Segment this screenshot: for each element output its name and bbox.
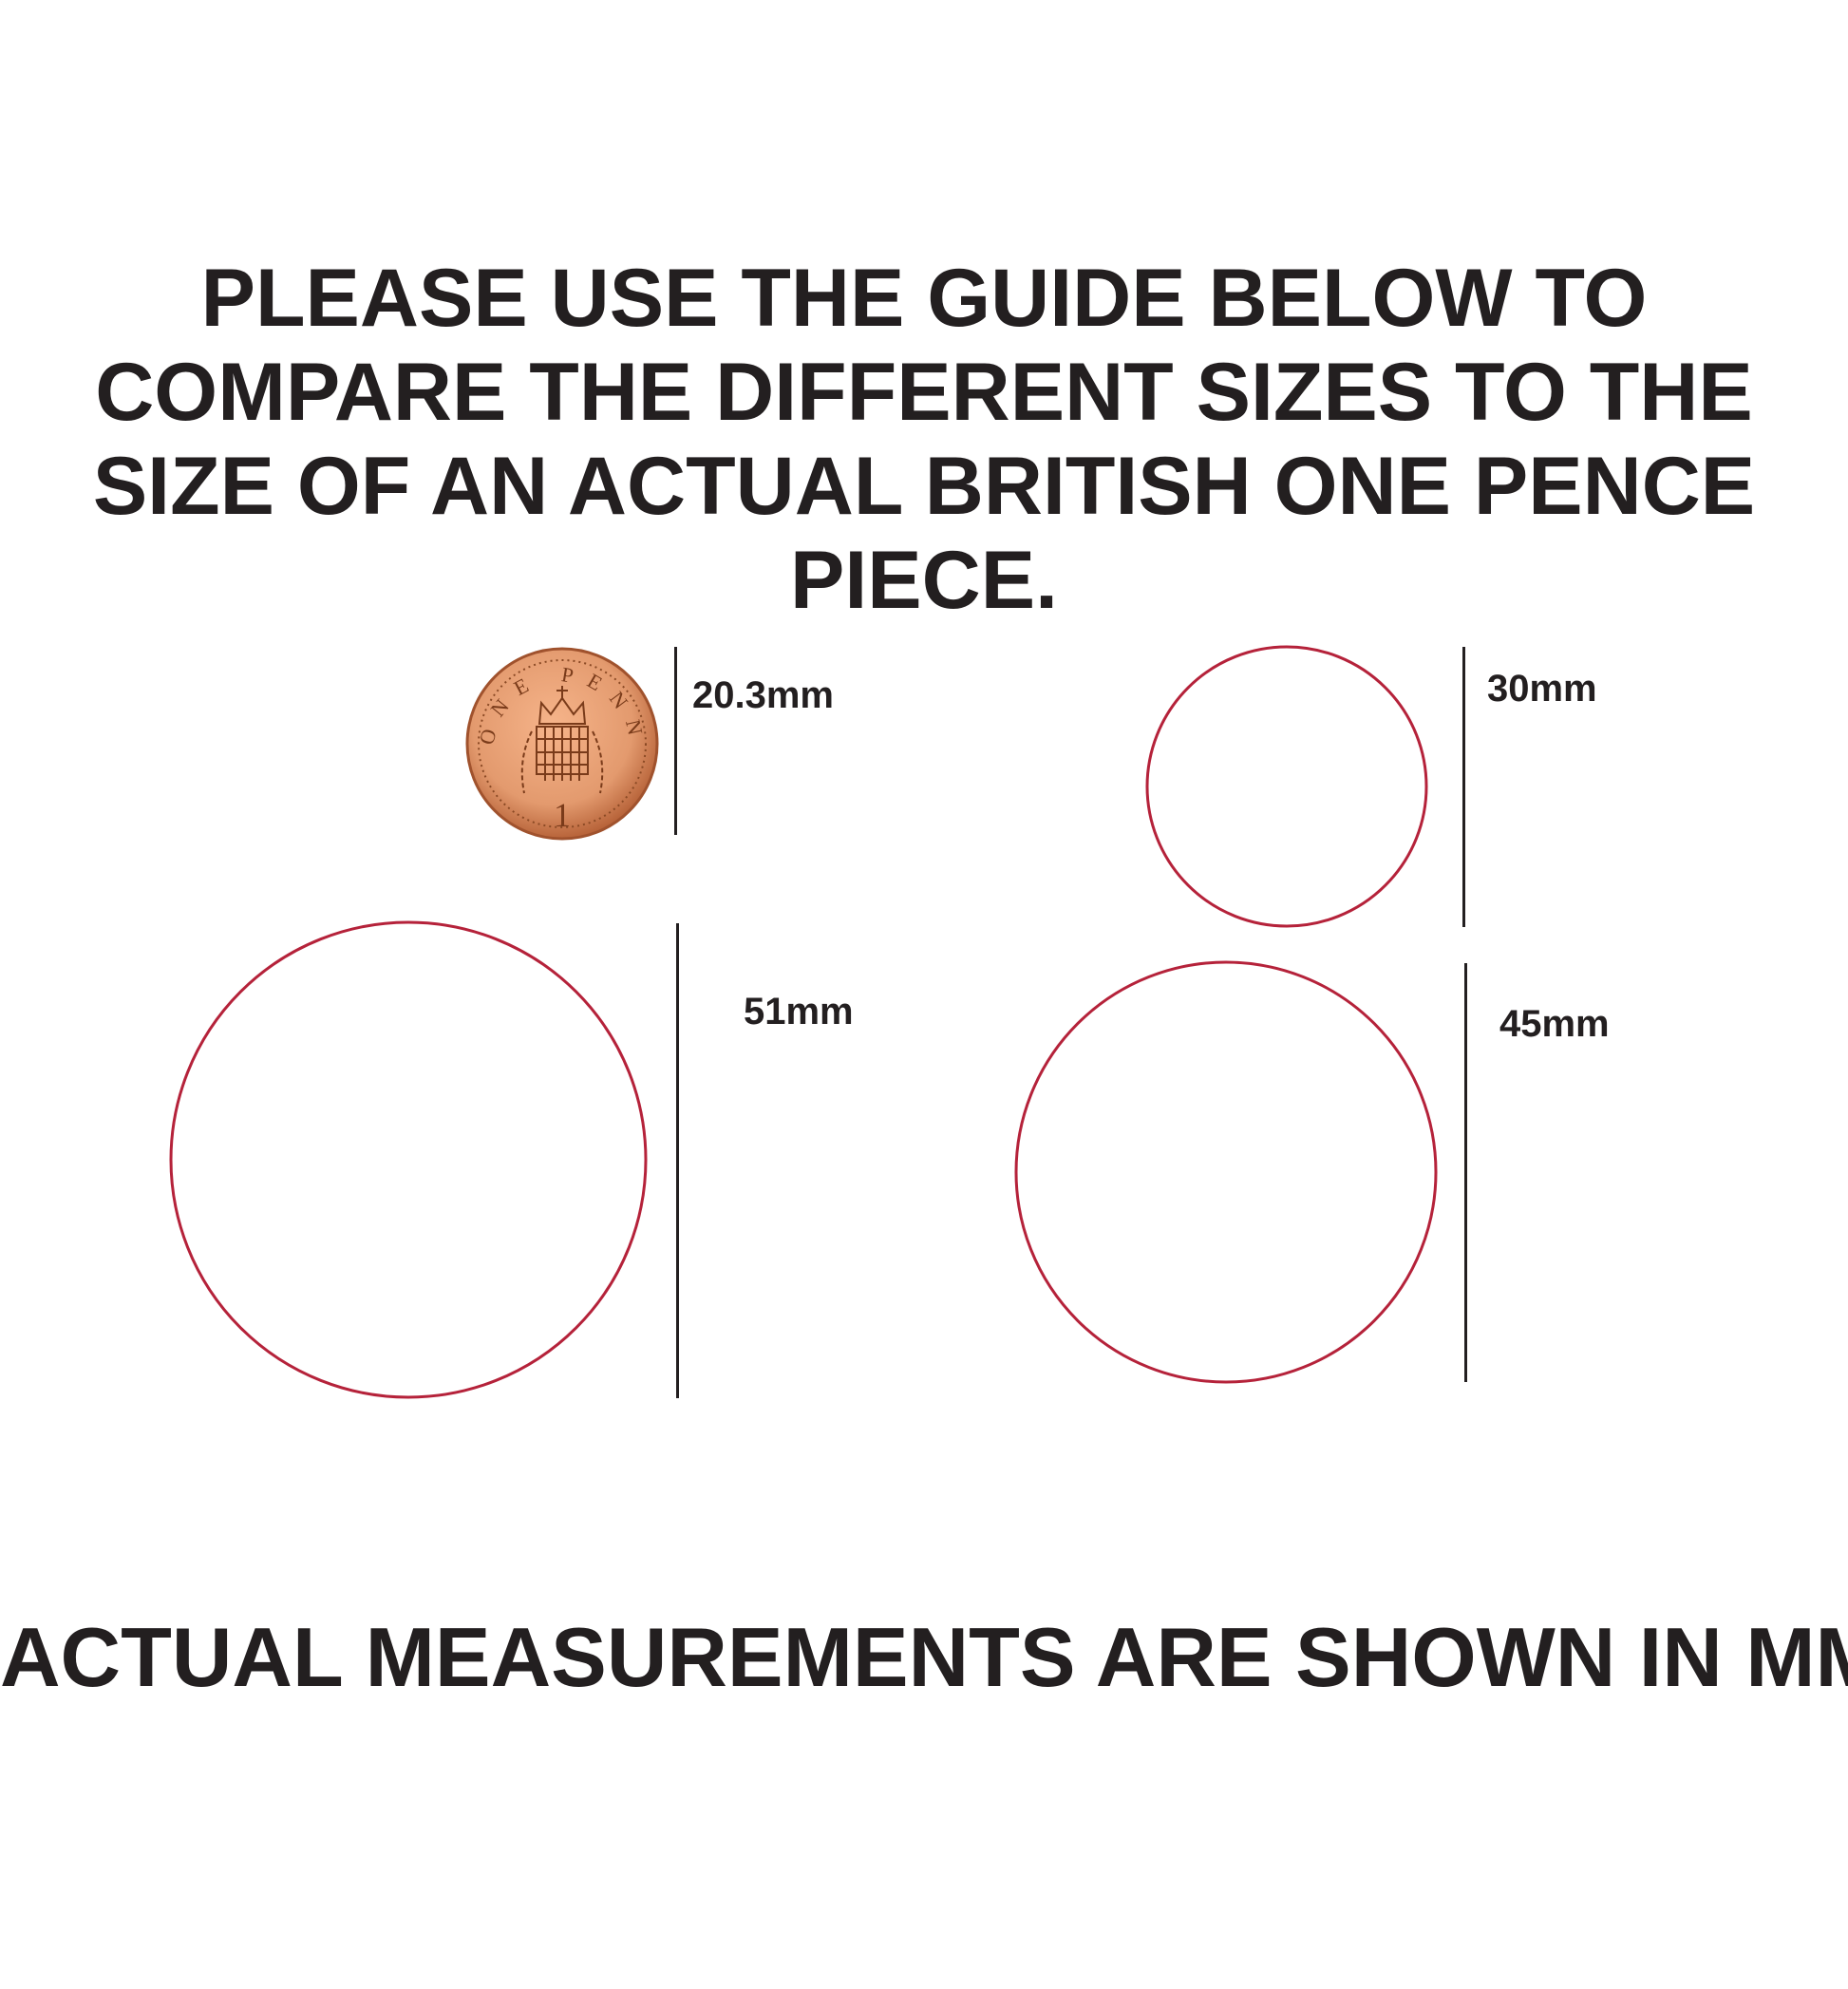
svg-text:ONE PENNY: ONE PENNY: [0, 0, 651, 750]
one-penny-coin-image: ONE PENNY 1: [0, 0, 659, 841]
heading-line: SIZE OF AN ACTUAL BRITISH ONE PENCE: [92, 441, 1756, 532]
circle-30mm: [1145, 645, 1428, 928]
instructions-heading: PLEASE USE THE GUIDE BELOW TO COMPARE TH…: [0, 252, 1848, 628]
circle-45mm: [1014, 960, 1438, 1384]
size-label-30mm: 30mm: [1487, 668, 1597, 710]
heading-line: PLEASE USE THE GUIDE BELOW TO: [200, 253, 1648, 344]
size-label-45mm: 45mm: [1499, 1003, 1610, 1045]
coin-size-label: 20.3mm: [692, 674, 834, 716]
measurement-note: ACTUAL MEASUREMENTS ARE SHOWN IN MM: [0, 1610, 1848, 1704]
heading-line: COMPARE THE DIFFERENT SIZES TO THE: [95, 347, 1753, 438]
heading-line: PIECE.: [790, 535, 1058, 626]
coin-denomination: 1: [554, 796, 571, 834]
circle-51mm: [169, 920, 648, 1399]
measure-line-30mm: [1462, 647, 1465, 927]
coin-measure-line: [674, 647, 677, 835]
size-label-51mm: 51mm: [744, 991, 854, 1032]
measure-line-51mm: [676, 923, 679, 1398]
measure-line-45mm: [1464, 963, 1467, 1382]
